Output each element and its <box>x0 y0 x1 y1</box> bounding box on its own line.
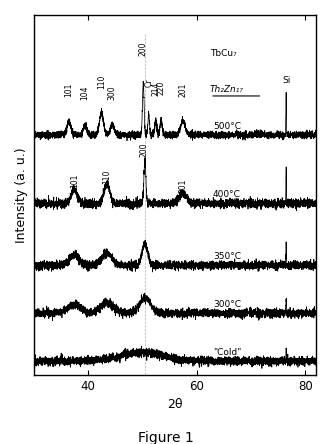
Text: 300: 300 <box>108 85 117 99</box>
Text: 101: 101 <box>64 83 73 97</box>
Text: 110: 110 <box>102 169 112 184</box>
Text: "Cold": "Cold" <box>213 348 241 357</box>
Text: TbCu₇: TbCu₇ <box>210 49 237 58</box>
Text: 400°C: 400°C <box>213 190 241 199</box>
Text: Figure 1: Figure 1 <box>138 431 193 444</box>
Text: Si: Si <box>282 76 290 85</box>
X-axis label: 2θ: 2θ <box>167 398 182 411</box>
Text: 200: 200 <box>139 143 148 157</box>
Text: 110: 110 <box>97 74 106 89</box>
Text: 220: 220 <box>157 80 166 95</box>
Text: 201: 201 <box>178 178 187 193</box>
Text: 201: 201 <box>178 83 187 97</box>
Text: 300°C: 300°C <box>213 300 241 309</box>
Y-axis label: Intensity (a. u.): Intensity (a. u.) <box>15 147 28 243</box>
Text: 500°C: 500°C <box>213 122 241 131</box>
Text: 104: 104 <box>81 85 90 99</box>
Text: Th₂Zn₁₇: Th₂Zn₁₇ <box>210 85 244 94</box>
Text: 101: 101 <box>70 174 79 188</box>
Text: 350°C: 350°C <box>213 252 241 261</box>
Text: Cr: Cr <box>145 79 154 87</box>
Text: 200: 200 <box>139 42 148 56</box>
Text: 214: 214 <box>151 82 160 96</box>
